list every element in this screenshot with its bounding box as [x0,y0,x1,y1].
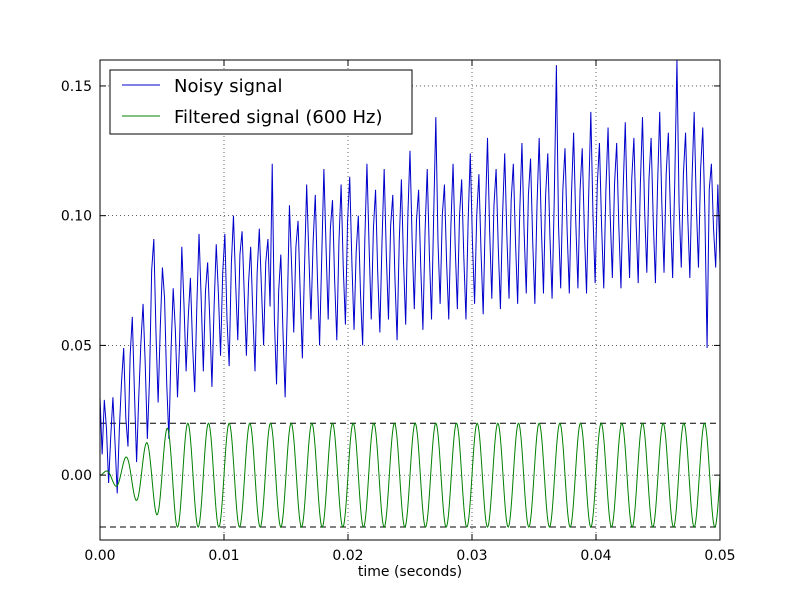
x-tick-label: 0.03 [456,548,487,564]
legend-label-filtered-signal: Filtered signal (600 Hz) [174,107,382,128]
legend-label-noisy-signal: Noisy signal [174,76,282,97]
legend-box [109,69,413,135]
y-axis-ticks: 0.00 0.05 0.10 0.15 [61,79,720,484]
legend: Noisy signal Filtered signal (600 Hz) [109,69,413,135]
y-tick-label: 0.00 [61,468,92,484]
x-tick-label: 0.00 [84,548,115,564]
y-tick-label: 0.10 [61,209,92,225]
y-tick-label: 0.05 [61,338,92,354]
x-axis-label: time (seconds) [358,564,462,580]
x-tick-label: 0.01 [208,548,239,564]
x-tick-label: 0.05 [704,548,735,564]
x-tick-label: 0.04 [580,548,611,564]
reference-lines [100,422,720,528]
series-line-filtered-signal [99,422,721,528]
plot-frame [99,59,721,541]
y-tick-label: 0.15 [61,79,92,95]
x-tick-label: 0.02 [332,548,363,564]
series-group [99,59,721,528]
x-axis-ticks: 0.00 0.01 0.02 0.03 0.04 0.05 [84,60,736,564]
series-line-noisy-signal [99,59,721,494]
